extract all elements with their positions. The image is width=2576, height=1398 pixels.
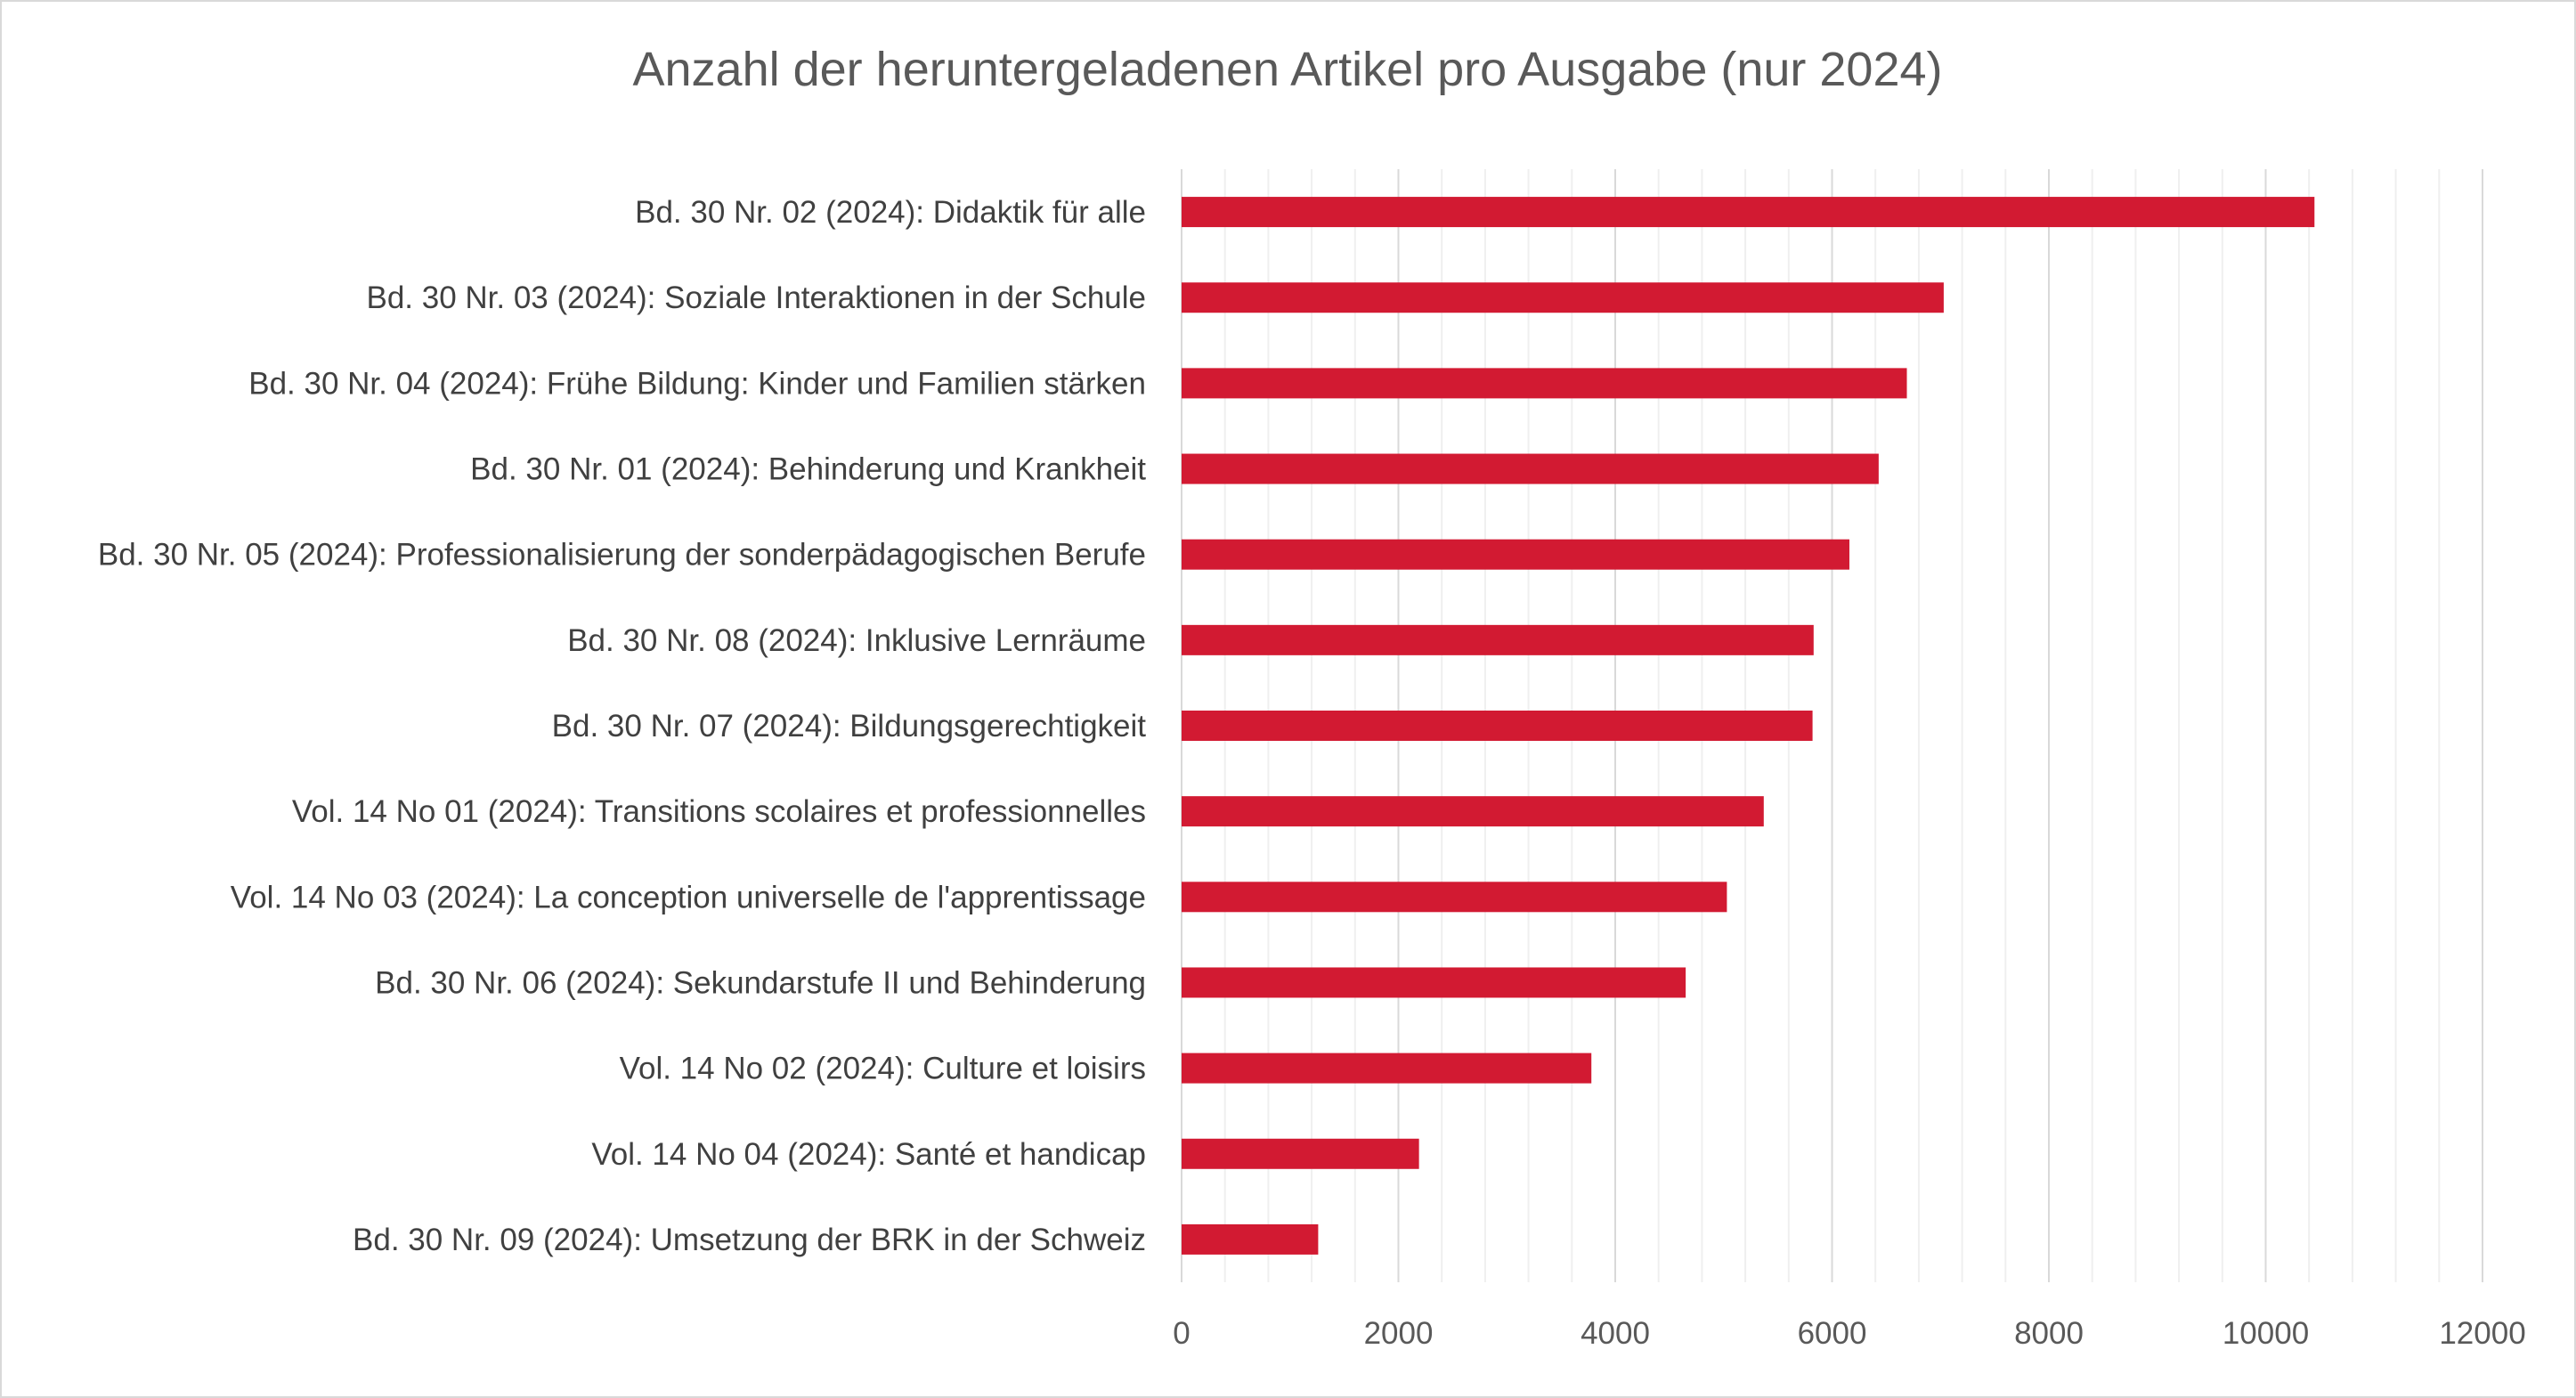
x-tick-layer: 0 2000 4000 6000 8000 10000 12000 [1173, 1316, 2525, 1351]
category-label: Bd. 30 Nr. 04 (2024): Frühe Bildung: Kin… [248, 366, 1146, 401]
bar [1182, 539, 1849, 570]
bar [1182, 197, 2315, 228]
chart-title: Anzahl der heruntergeladenen Artikel pro… [633, 43, 1943, 96]
category-label: Bd. 30 Nr. 05 (2024): Professionalisieru… [98, 538, 1146, 573]
category-label: Bd. 30 Nr. 01 (2024): Behinderung und Kr… [470, 452, 1146, 487]
category-label: Bd. 30 Nr. 09 (2024): Umsetzung der BRK … [353, 1223, 1146, 1257]
category-label: Vol. 14 No 01 (2024): Transitions scolai… [292, 794, 1146, 829]
category-label: Bd. 30 Nr. 06 (2024): Sekundarstufe II u… [375, 965, 1146, 1000]
category-label: Vol. 14 No 04 (2024): Santé et handicap [591, 1137, 1146, 1172]
bar [1182, 1053, 1592, 1084]
bar [1182, 1223, 1319, 1255]
bar [1182, 624, 1814, 655]
category-label-layer: Bd. 30 Nr. 02 (2024): Didaktik für alle B… [98, 195, 1146, 1257]
category-label: Vol. 14 No 02 (2024): Culture et loisirs [620, 1052, 1146, 1086]
x-tick-label: 0 [1173, 1316, 1190, 1351]
category-label: Bd. 30 Nr. 03 (2024): Soziale Interaktio… [366, 280, 1146, 315]
x-tick-label: 12000 [2439, 1316, 2525, 1351]
bar [1182, 796, 1764, 827]
bar [1182, 882, 1727, 913]
x-tick-label: 4000 [1581, 1316, 1650, 1351]
bar [1182, 711, 1813, 741]
bar [1182, 453, 1879, 484]
bar [1182, 368, 1907, 399]
bar [1182, 1138, 1419, 1169]
category-label: Bd. 30 Nr. 07 (2024): Bildungsgerechtigk… [552, 709, 1147, 744]
category-label: Bd. 30 Nr. 02 (2024): Didaktik für alle [635, 195, 1146, 230]
x-tick-label: 8000 [2014, 1316, 2084, 1351]
x-tick-label: 6000 [1798, 1316, 1867, 1351]
category-label: Bd. 30 Nr. 08 (2024): Inklusive Lernräum… [567, 623, 1146, 658]
category-label: Vol. 14 No 03 (2024): La conception univ… [231, 880, 1146, 914]
x-tick-label: 10000 [2223, 1316, 2309, 1351]
bar-layer [1182, 197, 2315, 1255]
bar [1182, 967, 1686, 998]
x-tick-label: 2000 [1364, 1316, 1434, 1351]
bar [1182, 282, 1944, 313]
